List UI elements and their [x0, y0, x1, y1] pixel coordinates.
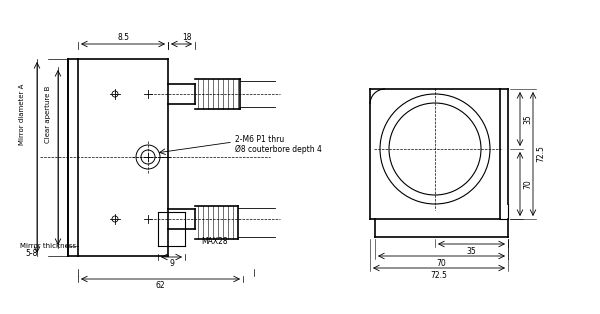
Text: 5-8: 5-8: [25, 250, 37, 258]
Text: 70: 70: [437, 258, 446, 268]
Text: 35: 35: [523, 114, 533, 124]
Text: 72.5: 72.5: [536, 146, 545, 162]
Text: 9: 9: [169, 258, 174, 268]
Text: 2-M6 P1 thru: 2-M6 P1 thru: [235, 134, 284, 143]
Text: MAX28: MAX28: [202, 236, 229, 246]
Text: Mirror thickness: Mirror thickness: [20, 243, 76, 249]
Text: 72.5: 72.5: [431, 270, 448, 279]
Text: Mirror diameter A: Mirror diameter A: [19, 83, 25, 145]
Text: Ø8 couterbore depth 4: Ø8 couterbore depth 4: [235, 144, 322, 154]
Text: 35: 35: [467, 246, 476, 256]
Text: 70: 70: [523, 179, 533, 189]
Text: 18: 18: [182, 34, 191, 42]
Text: 62: 62: [155, 280, 166, 290]
Text: Clear aperture B: Clear aperture B: [45, 85, 51, 143]
Text: 8.5: 8.5: [117, 34, 129, 42]
